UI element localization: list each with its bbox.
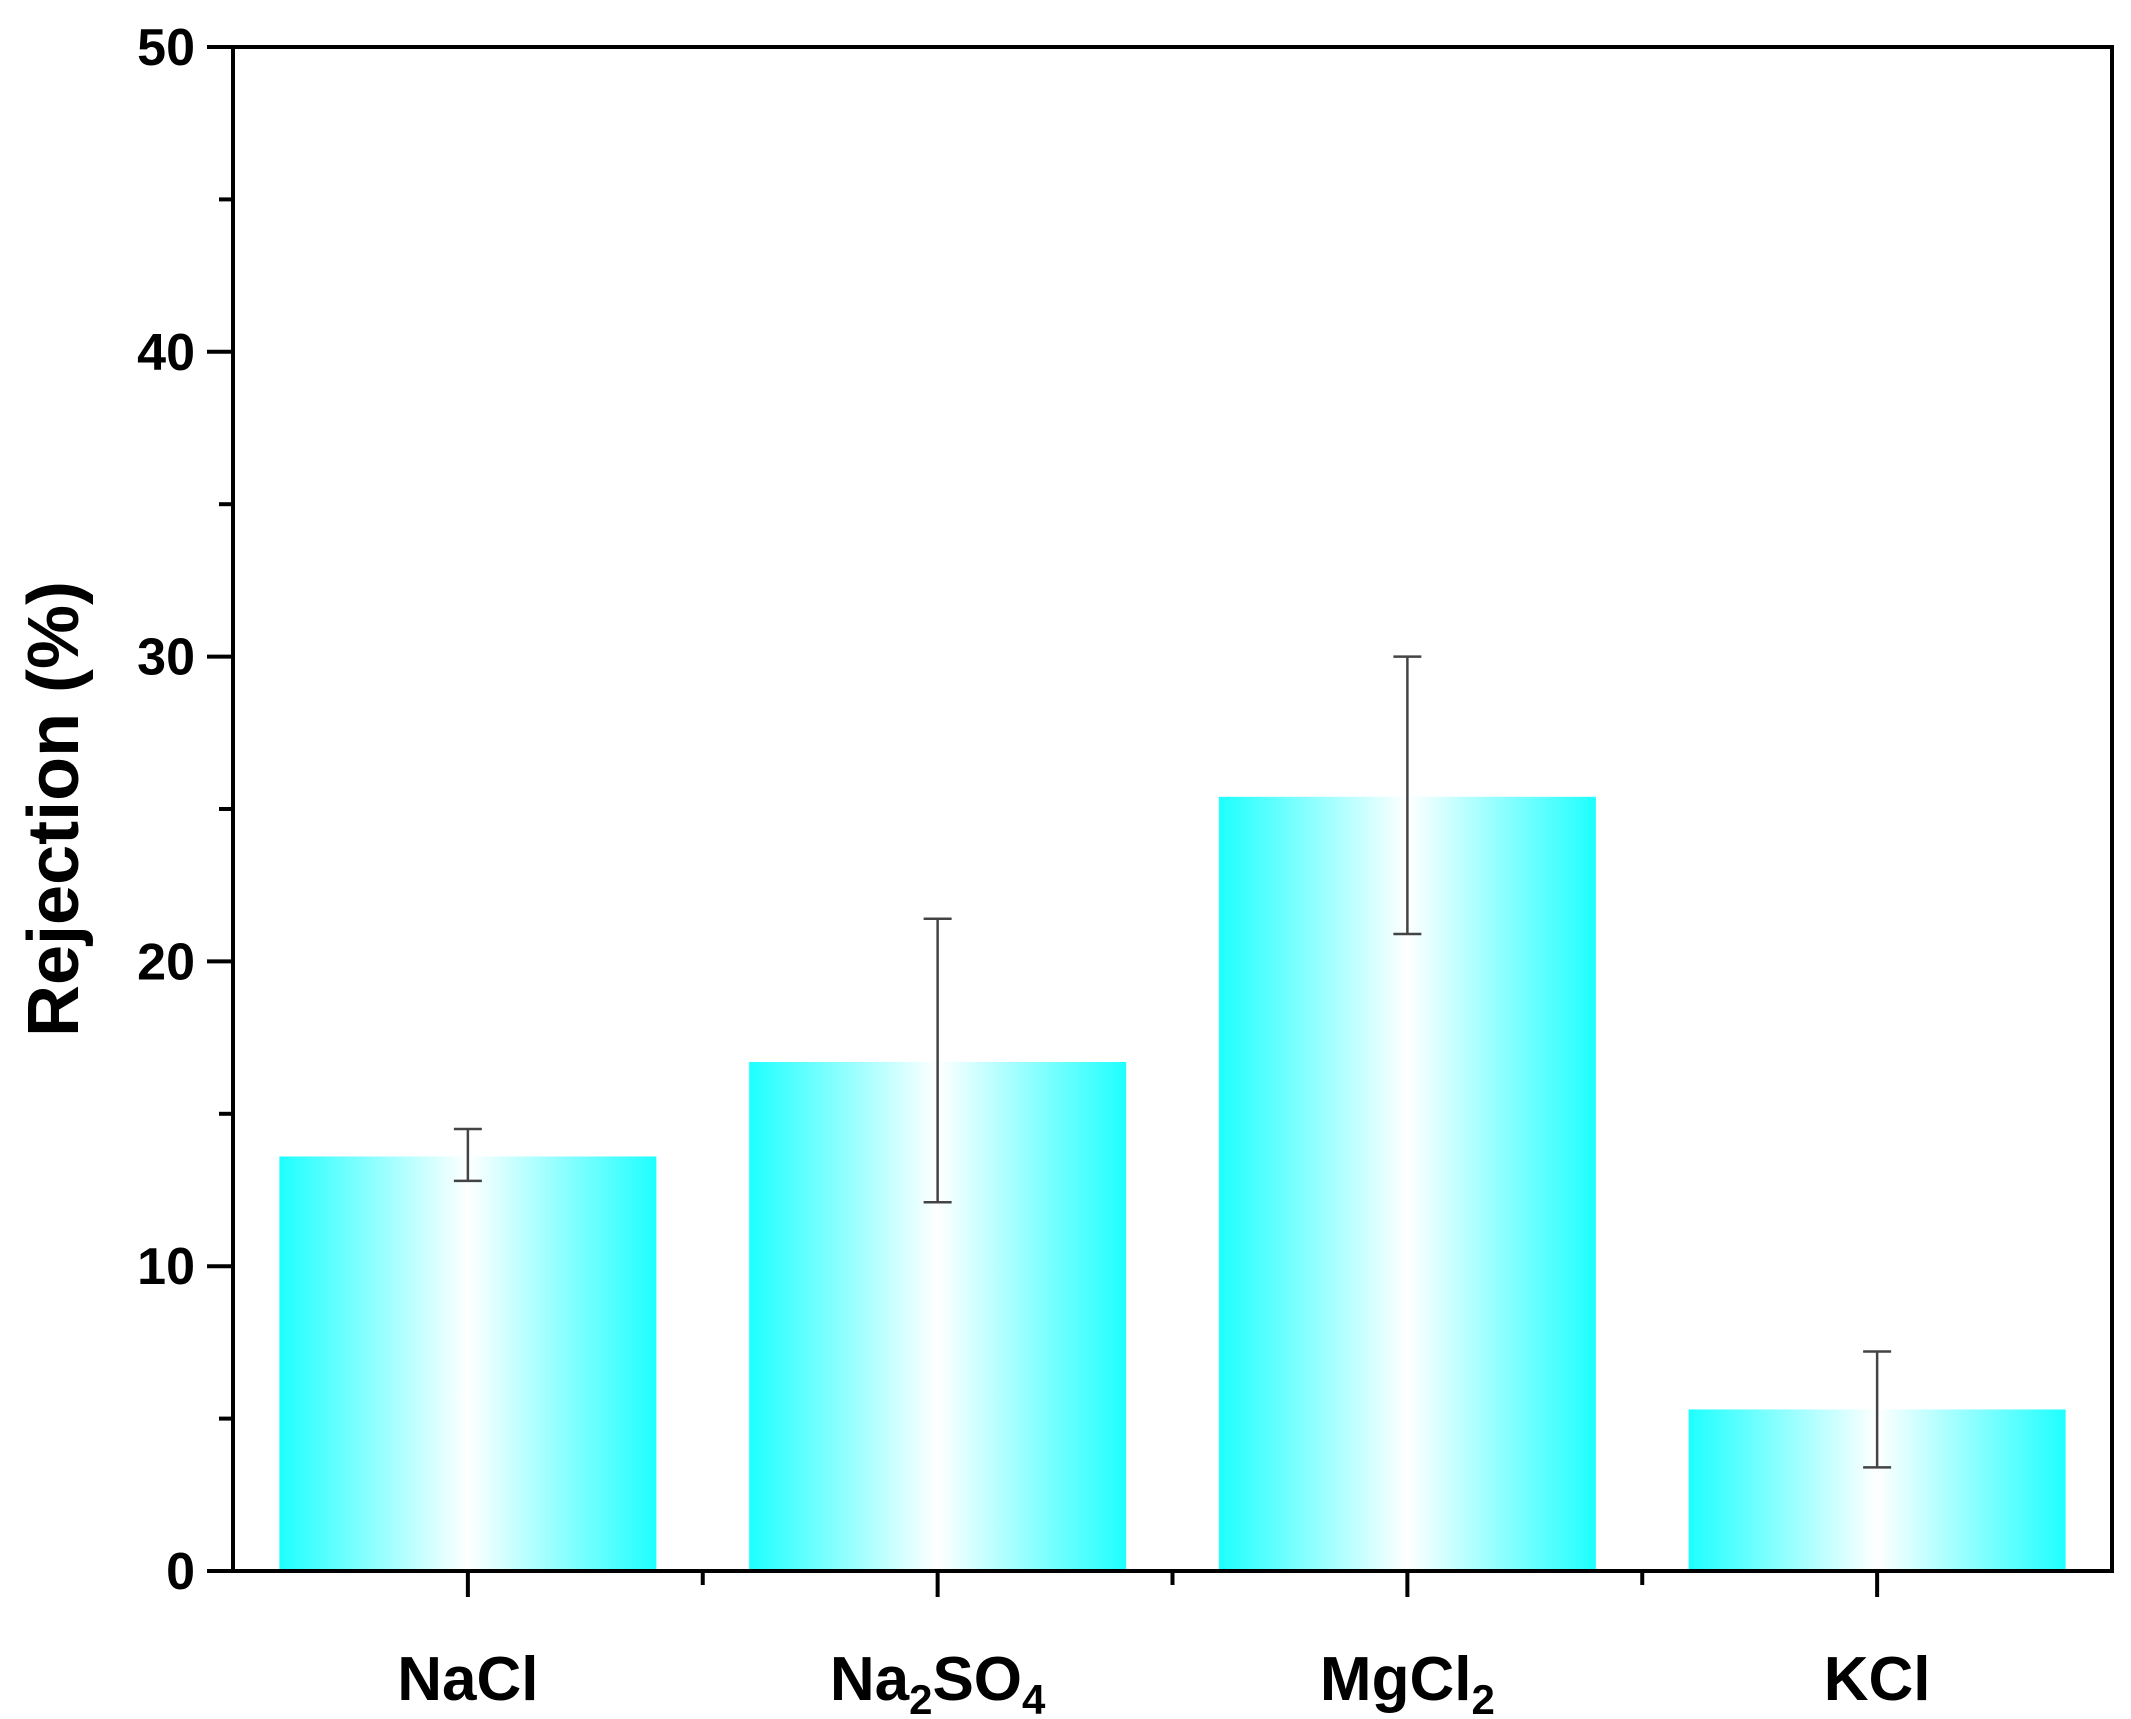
- bar-nacl: [279, 1156, 657, 1571]
- error-bar-kcl: [1863, 1350, 1892, 1469]
- y-tick-label: 40: [137, 324, 195, 382]
- y-tick-label: 10: [137, 1238, 195, 1296]
- x-tick-label: MgCl2: [1320, 1645, 1495, 1719]
- error-bars-layer: [453, 655, 1892, 1469]
- y-tick-label: 0: [166, 1543, 195, 1601]
- x-tick-label: NaCl: [397, 1645, 538, 1714]
- bars-layer: [279, 796, 2066, 1571]
- y-axis-label: Rejection (%): [14, 581, 94, 1037]
- error-bar-mgcl2: [1393, 655, 1422, 936]
- x-tick-label: KCl: [1824, 1645, 1931, 1714]
- y-tick-label: 30: [137, 629, 195, 687]
- y-tick-label: 50: [137, 19, 195, 77]
- labels-layer: 0 10 20 30 40 50 NaCl Na2SO4 MgCl2 KCl Rejection (…: [14, 19, 1931, 1719]
- x-tick-label: Na2SO4: [830, 1645, 1046, 1719]
- error-bar-na2so4: [923, 917, 952, 1204]
- axes-layer: [207, 45, 2114, 1597]
- y-tick-label: 20: [137, 933, 195, 991]
- error-bar-nacl: [453, 1127, 482, 1183]
